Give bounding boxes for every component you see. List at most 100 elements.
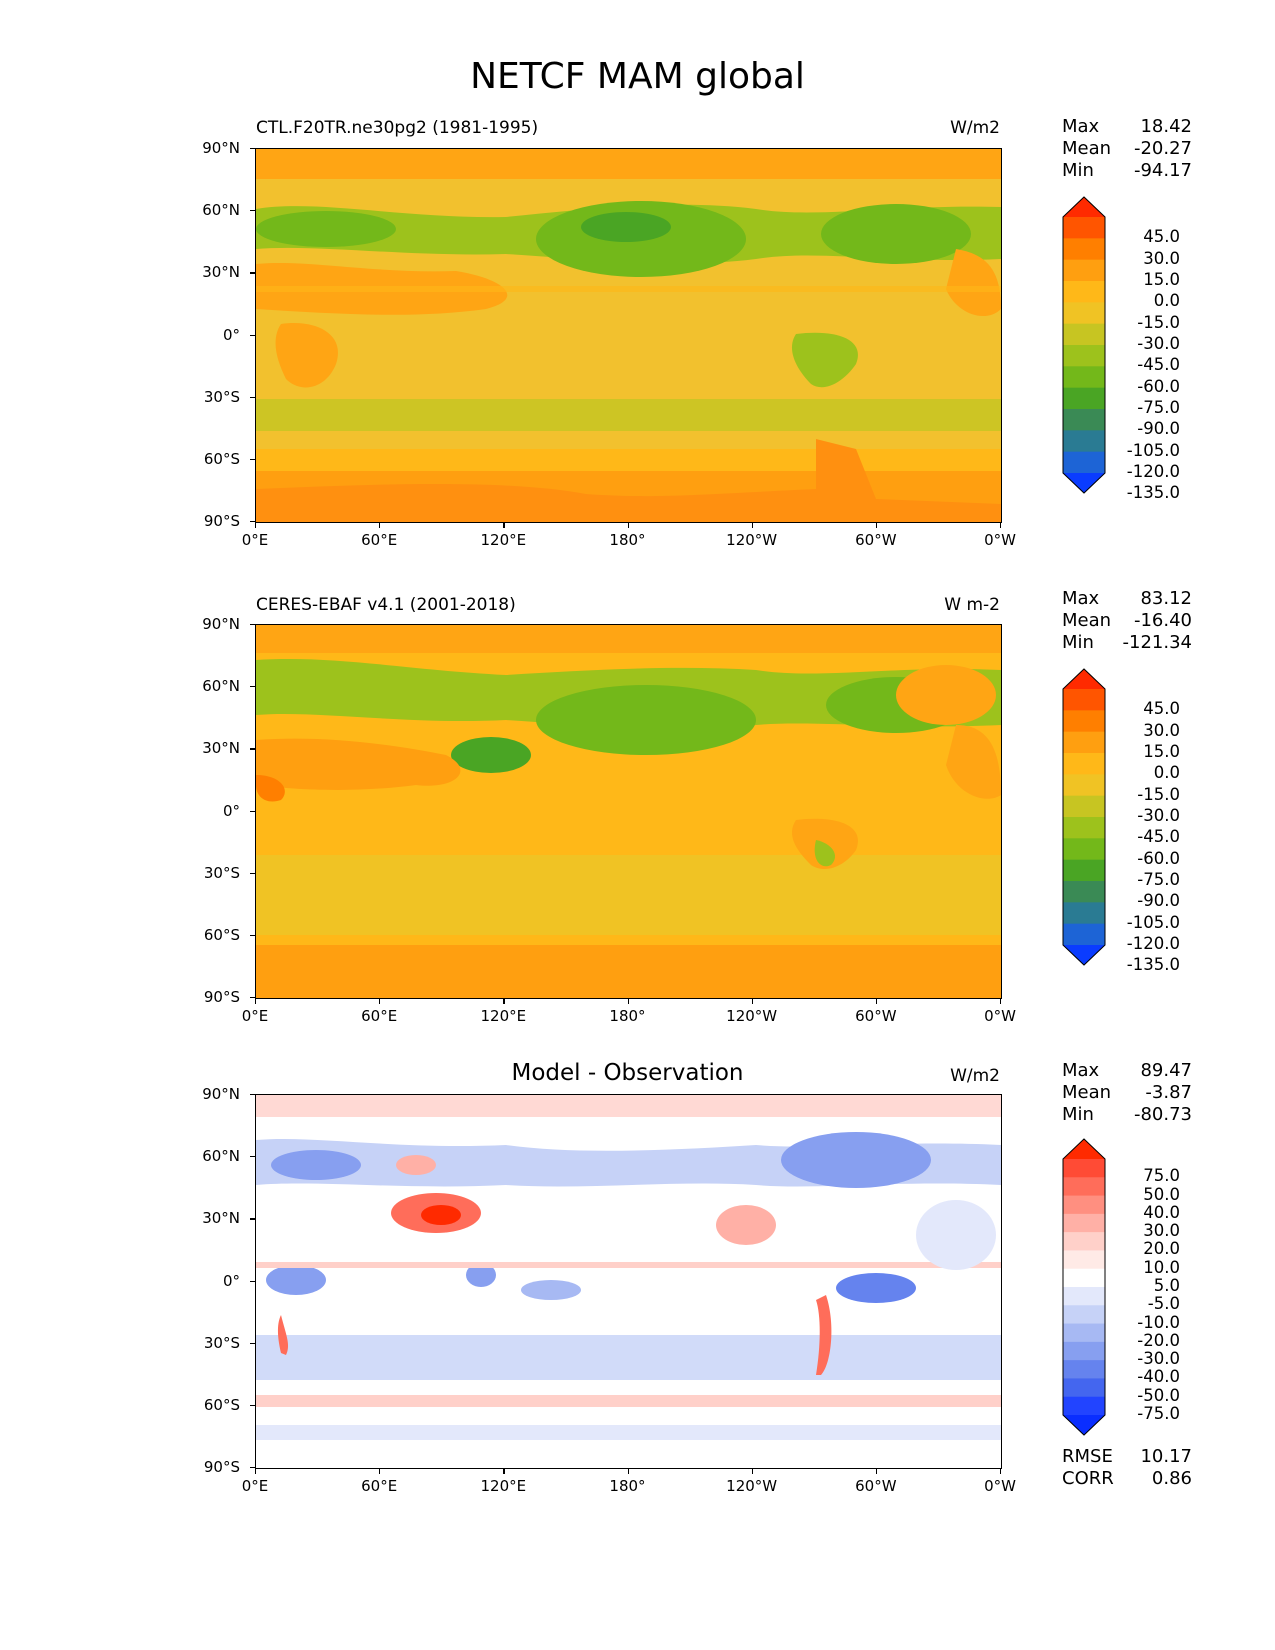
lon-tick [627, 523, 629, 528]
panel-obs-title: CERES-EBAF v4.1 (2001-2018) [256, 595, 516, 615]
lat-tick-label: 60°N [202, 1147, 240, 1166]
colorbar-segment [1063, 838, 1105, 861]
lat-tick-label: 30°S [203, 863, 240, 882]
stat-max-value: 83.12 [1140, 588, 1192, 609]
colorbar-segment [1063, 1213, 1105, 1233]
panel-diff-stats: Max 89.47 Mean -3.87 Min -80.73 [1062, 1060, 1192, 1126]
colorbar-tick-label: -30.0 [1137, 806, 1180, 825]
colorbar-tick-label: 30.0 [1143, 248, 1180, 268]
colorbar-segment [1063, 1159, 1105, 1178]
colorbar-segment [1063, 345, 1105, 367]
panel-diff-metrics: RMSE 10.17 CORR 0.86 [1062, 1446, 1192, 1490]
lat-tick [250, 1094, 255, 1096]
colorbar-tick-label: 10.0 [1143, 1257, 1180, 1277]
rmse-value: 10.17 [1140, 1446, 1192, 1467]
stat-max-label: Max [1062, 116, 1100, 137]
stat-min-value: -121.34 [1122, 632, 1192, 653]
panel-diff: Model - Observation W/m2 [0, 0, 1275, 1469]
panel-model-map [255, 148, 1002, 523]
colorbar-segment [1063, 409, 1105, 431]
colorbar-tick-label: -45.0 [1137, 827, 1180, 847]
colorbar-segment [1063, 795, 1105, 818]
panel-model-map-field [256, 149, 1001, 522]
stat-max-value: 18.42 [1140, 116, 1192, 137]
lon-tick [379, 1469, 381, 1474]
panel-model-stats: Max 18.42 Mean -20.27 Min -94.17 [1062, 116, 1192, 182]
panel-obs-colorbar: 45.0 30.0 15.0 0.0 -15.0 -30.0 -45.0 -60.0 -75.0… [1062, 668, 1192, 973]
panel-model: CTL.F20TR.ne30pg2 (1981-1995) W/m2 [0, 0, 1275, 523]
colorbar-segment [1063, 902, 1105, 925]
lon-tick-label: 180° [609, 1477, 646, 1495]
colorbar-segment [1063, 1195, 1105, 1215]
lon-tick [255, 523, 257, 528]
colorbar-segment [1063, 923, 1105, 946]
lon-tick [627, 1469, 629, 1474]
lon-tick-label: 60°E [361, 1477, 398, 1495]
colorbar-tick-label: -75.0 [1137, 398, 1180, 417]
lon-tick [1000, 999, 1002, 1004]
lat-tick-label: 0° [222, 1271, 240, 1290]
lat-tick [250, 1156, 255, 1158]
lon-tick [875, 523, 878, 528]
lon-tick [1000, 523, 1002, 528]
lon-tick [379, 999, 381, 1004]
lat-tick [250, 1467, 255, 1469]
colorbar-segment [1063, 302, 1105, 325]
lat-tick-label: 60°N [202, 677, 240, 696]
colorbar-segment [1063, 238, 1105, 261]
figure-title: NETCF MAM global [470, 56, 805, 97]
rmse-label: RMSE [1062, 1446, 1113, 1467]
colorbar-tick-label: -50.0 [1137, 1385, 1180, 1405]
colorbar-tick-label: 45.0 [1143, 227, 1180, 247]
panel-obs-colorbar-bar [1062, 668, 1106, 966]
colorbar-segment [1063, 689, 1105, 711]
colorbar-tick-label: 0.0 [1153, 291, 1180, 311]
lon-tick-label: 120°E [480, 1007, 527, 1025]
colorbar-tick-label: -105.0 [1126, 440, 1180, 460]
lat-tick [250, 810, 255, 812]
lon-tick-label: 120°E [480, 531, 527, 549]
lon-tick-label: 0°W [984, 531, 1016, 549]
colorbar-tick-label: -30.0 [1137, 334, 1180, 353]
colorbar-outline [1062, 668, 1106, 966]
lat-tick-label: 90°N [202, 1085, 240, 1103]
colorbar-segment [1063, 1396, 1105, 1416]
colorbar-segment [1063, 281, 1105, 303]
colorbar-tick-label: -40.0 [1137, 1367, 1180, 1387]
lon-tick [751, 999, 753, 1004]
lon-tick [503, 999, 505, 1004]
lat-tick [250, 272, 255, 274]
colorbar-tick-label: -135.0 [1126, 955, 1180, 975]
lat-tick-label: 0° [222, 801, 240, 820]
panel-diff-map-field [256, 1095, 1001, 1468]
colorbar-tick-label: -60.0 [1137, 376, 1180, 396]
panel-model-title: CTL.F20TR.ne30pg2 (1981-1995) [256, 118, 539, 138]
colorbar-segment [1063, 323, 1105, 346]
colorbar-segment [1063, 881, 1105, 903]
stat-min-label: Min [1062, 632, 1094, 653]
colorbar-tick-label: -20.0 [1137, 1330, 1180, 1350]
stat-max-label: Max [1062, 1060, 1100, 1081]
colorbar-segment [1063, 1360, 1105, 1379]
lat-tick [250, 748, 255, 750]
corr-value: 0.86 [1151, 1468, 1192, 1489]
lon-tick-label: 60°E [361, 531, 398, 549]
lon-tick-label: 180° [609, 531, 646, 549]
colorbar-tick-label: -75.0 [1137, 1404, 1180, 1423]
lon-tick-label: 0°E [241, 1007, 269, 1025]
lon-tick-label: 60°W [855, 531, 897, 549]
stat-mean-value: -20.27 [1133, 138, 1192, 159]
colorbar-extend-min [1063, 1415, 1105, 1435]
colorbar-segment [1063, 1287, 1105, 1306]
colorbar-tick-label: 20.0 [1143, 1239, 1180, 1259]
lat-tick-label: 60°N [202, 201, 240, 220]
lon-tick [875, 1469, 878, 1474]
lat-tick-label: 90°N [202, 615, 240, 633]
colorbar-segment [1063, 859, 1105, 882]
colorbar-tick-label: 15.0 [1143, 270, 1180, 289]
colorbar-segment [1063, 710, 1105, 733]
stat-min-label: Min [1062, 1104, 1094, 1125]
lat-tick-label: 30°N [202, 263, 240, 282]
lat-tick-label: 60°S [203, 449, 240, 468]
colorbar-segment [1063, 817, 1105, 839]
